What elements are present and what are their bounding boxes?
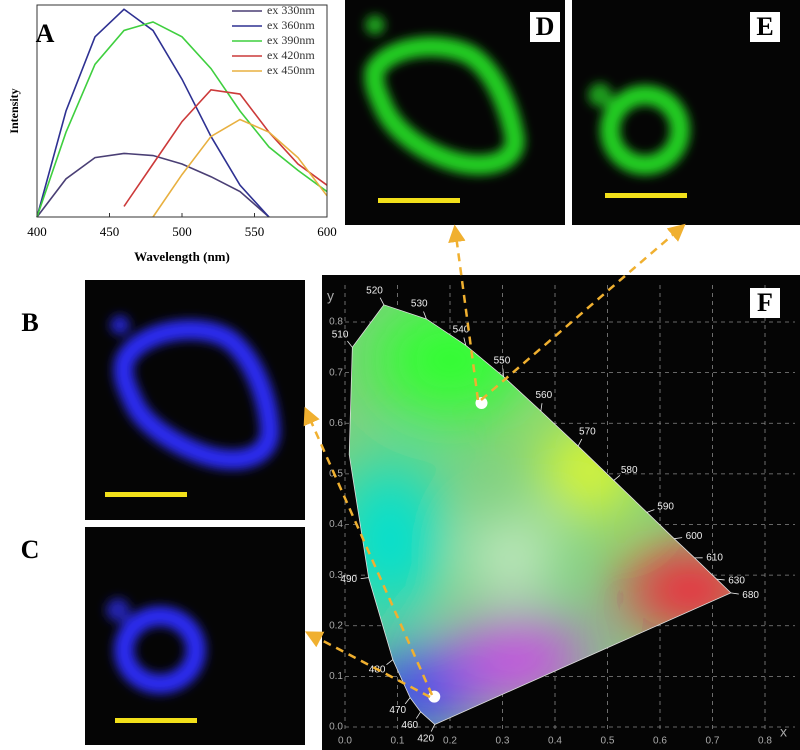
plot-frame [36, 4, 328, 218]
y-tick-label: 0.8 [329, 317, 343, 328]
scale-bar [105, 492, 187, 497]
panel-label: C [21, 535, 40, 564]
x-tick-label: 550 [245, 224, 265, 239]
wavelength-tick [540, 403, 543, 412]
y-tick-label: 0.2 [329, 620, 343, 631]
wavelength-tick [430, 724, 436, 732]
x-tick-label: 0.3 [496, 736, 510, 747]
wavelength-tick [386, 659, 394, 665]
wavelength-tick [404, 697, 411, 705]
y-tick-label: 0.1 [329, 671, 343, 682]
wavelength-tick [613, 475, 621, 481]
x-tick-label: 0.0 [338, 736, 352, 747]
wavelength-tick [716, 578, 725, 581]
green-ring-d [364, 15, 526, 175]
x-tick-label: 0.8 [758, 736, 772, 747]
x-tick-label: 400 [27, 224, 47, 239]
wavelength-tick [379, 297, 385, 305]
wavelength-tick [360, 577, 369, 579]
blue-ring-c [106, 598, 206, 694]
y-tick-label: 0.4 [329, 519, 343, 530]
wavelength-label: 550 [494, 355, 511, 366]
panel-label: F [757, 288, 773, 317]
wavelength-label: 520 [366, 285, 383, 296]
y-tick-label: 0.7 [329, 367, 343, 378]
wavelength-label: 420 [417, 733, 434, 744]
x-tick-label: 0.6 [653, 736, 667, 747]
y-tick-label: 0.3 [329, 570, 343, 581]
wavelength-tick [674, 537, 683, 540]
legend-label: ex 390nm [267, 33, 315, 47]
wavelength-tick [502, 368, 504, 377]
wavelength-label: 610 [706, 552, 723, 563]
wavelength-tick [423, 311, 427, 320]
green-ring-e [588, 83, 690, 175]
wavelength-tick [463, 337, 467, 346]
scale-bar [378, 198, 460, 203]
wavelength-label: 560 [535, 390, 552, 401]
wavelength-label: 490 [340, 574, 357, 585]
y-axis-label: Intensity [7, 88, 21, 133]
spectrum-line [152, 118, 328, 218]
x-tick-label: 450 [100, 224, 120, 239]
wavelength-label: 540 [453, 324, 470, 335]
panel-label: A [36, 19, 55, 48]
legend-label: ex 450nm [267, 63, 315, 77]
panel-label: E [756, 12, 773, 41]
x-tick-label: 500 [172, 224, 192, 239]
wavelength-label: 600 [686, 531, 703, 542]
sample-point [475, 397, 488, 409]
y-tick-label: 0.5 [329, 469, 343, 480]
wavelength-tick [577, 438, 583, 447]
spectral-locus [348, 304, 732, 725]
wavelength-label: 630 [728, 575, 745, 586]
x-tick-label: 0.4 [548, 736, 562, 747]
wavelength-tick [347, 340, 353, 348]
wavelength-tick [646, 509, 655, 513]
pointer-arrows [303, 223, 686, 699]
wavelength-label: 530 [411, 299, 428, 310]
spectrum-line [123, 88, 328, 207]
legend-label: ex 420nm [267, 48, 315, 62]
wavelength-label: 570 [579, 427, 596, 438]
legend-label: ex 330nm [267, 3, 315, 17]
scale-bar [605, 193, 687, 198]
wavelength-label: 590 [657, 501, 674, 512]
x-tick-label: 0.2 [443, 736, 457, 747]
label-bg [750, 12, 780, 42]
panel-label: D [536, 12, 555, 41]
wavelength-tick [415, 711, 421, 719]
x-axis-label: x [780, 724, 787, 740]
x-tick-label: 0.1 [391, 736, 405, 747]
spectrum-line [36, 21, 328, 218]
wavelength-label: 680 [742, 590, 759, 601]
y-tick-label: 0.0 [329, 722, 343, 733]
x-tick-label: 0.7 [706, 736, 720, 747]
y-tick-label: 0.6 [329, 418, 343, 429]
x-tick-label: 0.5 [601, 736, 615, 747]
wavelength-label: 460 [401, 720, 418, 731]
x-axis-label: Wavelength (nm) [134, 249, 230, 264]
wavelength-label: 510 [332, 329, 349, 340]
wavelength-label: 470 [389, 705, 406, 716]
x-tick-label: 600 [317, 224, 337, 239]
spectrum-line [36, 8, 270, 218]
spectrum-line [36, 152, 270, 218]
legend-label: ex 360nm [267, 18, 315, 32]
label-bg [530, 12, 560, 42]
panel-label: B [21, 308, 38, 337]
label-bg [750, 288, 780, 318]
blue-ring-b [110, 315, 281, 470]
scale-bar [115, 718, 197, 723]
wavelength-tick [730, 592, 739, 595]
y-axis-label: y [327, 288, 334, 304]
wavelength-label: 580 [621, 465, 638, 476]
